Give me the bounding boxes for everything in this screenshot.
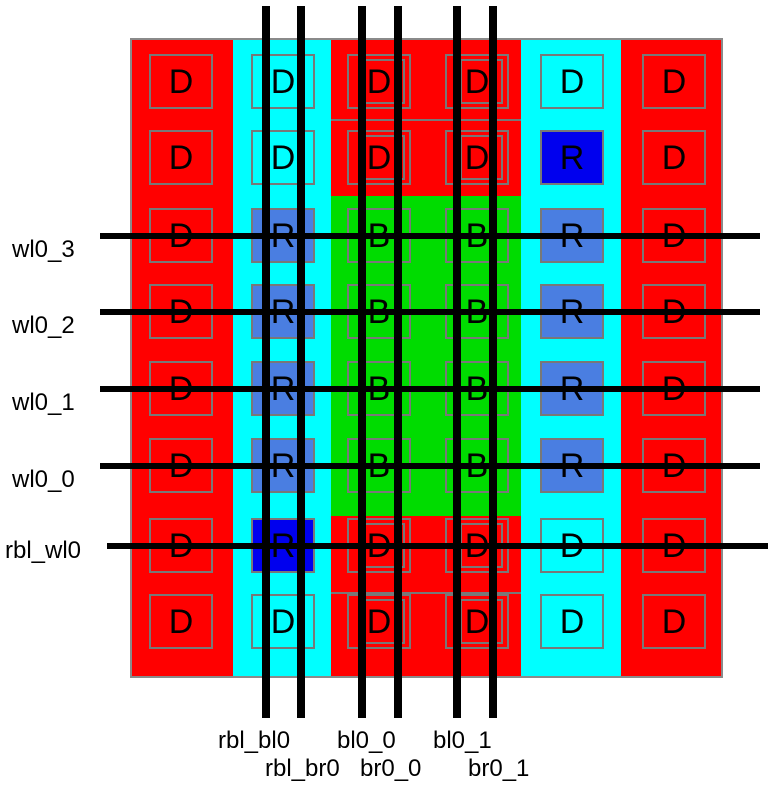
cell-type-letter: D (661, 138, 687, 177)
cell-type-letter: D (366, 62, 392, 101)
wordline-label-wl0_0: wl0_0 (12, 466, 75, 493)
bitline-wire-bl0_1 (453, 6, 461, 718)
dummy-cell-r0c1: D (251, 54, 315, 109)
bitline-label-br0_0: br0_0 (360, 755, 422, 782)
bitline-wire-bl0_0 (358, 6, 366, 718)
bitline-wire-rbl_br0 (297, 6, 305, 718)
dummy-cell-r0c5: D (642, 54, 706, 109)
cell-type-letter: D (559, 602, 585, 641)
cell-type-letter: D (464, 62, 490, 101)
cell-type-letter: D (366, 138, 392, 177)
cell-type-letter: D (270, 138, 296, 177)
dummy-cell-r1c0: D (149, 130, 213, 185)
dummy-row-divider-bottom (331, 592, 521, 594)
cell-type-letter: D (168, 138, 194, 177)
wordline-label-rbl_wl0: rbl_wl0 (5, 537, 82, 564)
cell-type-letter: D (661, 62, 687, 101)
cell-type-letter: D (270, 602, 296, 641)
cell-type-letter: D (559, 62, 585, 101)
cell-type-letter: R (559, 138, 585, 177)
dummy-cell-r7c5: D (642, 594, 706, 649)
cell-type-letter: D (168, 602, 194, 641)
bitline-label-bl0_1: bl0_1 (433, 727, 492, 754)
bitline-label-rbl_bl0: rbl_bl0 (218, 727, 291, 754)
dummy-cell-r7c4: D (540, 594, 604, 649)
bitline-wire-br0_0 (394, 6, 402, 718)
dummy-cell-r0c0: D (149, 54, 213, 109)
cell-inner-outline (460, 59, 503, 104)
wordline-label-wl0_2: wl0_2 (12, 312, 75, 339)
bitline-label-br0_1: br0_1 (468, 755, 530, 782)
replica-cell-r1c4: R (540, 130, 604, 185)
cell-inner-outline (460, 599, 503, 644)
cell-inner-outline (460, 135, 503, 180)
cell-type-letter: D (464, 602, 490, 641)
wordline-wire-wl0_0 (100, 463, 760, 469)
wordline-label-wl0_1: wl0_1 (12, 389, 75, 416)
wordline-wire-wl0_3 (100, 233, 760, 239)
bitline-label-bl0_0: bl0_0 (337, 727, 396, 754)
wordline-wire-wl0_2 (100, 309, 760, 315)
array-layout: DDDDDDDDDDRDDRBBRDDRBBRDDRBBRDDRBBRDDRDD… (130, 38, 723, 678)
bitline-wire-rbl_bl0 (262, 6, 270, 718)
cell-type-letter: D (270, 62, 296, 101)
dummy-cell-r7c1: D (251, 594, 315, 649)
cell-type-letter: D (661, 602, 687, 641)
wordline-wire-rbl_wl0 (107, 543, 768, 549)
dummy-cell-r0c4: D (540, 54, 604, 109)
cell-type-letter: D (464, 138, 490, 177)
wordline-label-wl0_3: wl0_3 (12, 236, 75, 263)
dummy-row-divider-top (331, 119, 521, 121)
bitline-label-rbl_br0: rbl_br0 (265, 755, 340, 782)
cell-type-letter: D (366, 602, 392, 641)
wordline-wire-wl0_1 (100, 386, 760, 392)
dummy-cell-r7c0: D (149, 594, 213, 649)
bitline-wire-br0_1 (489, 6, 497, 718)
cell-type-letter: D (168, 62, 194, 101)
dummy-cell-r1c5: D (642, 130, 706, 185)
dummy-cell-r1c1: D (251, 130, 315, 185)
